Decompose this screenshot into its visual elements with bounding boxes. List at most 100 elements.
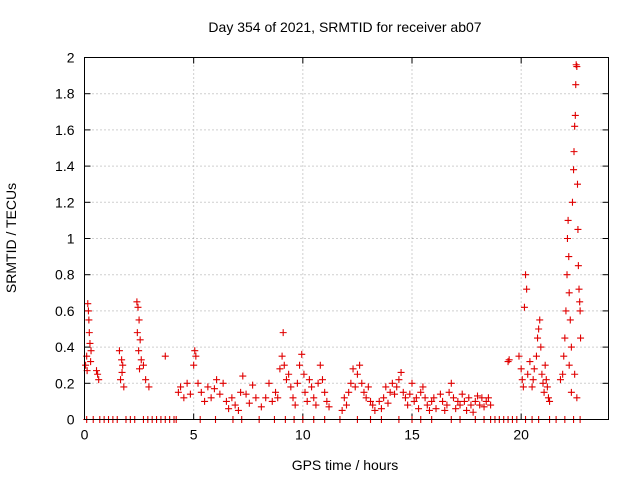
data-point (519, 383, 527, 391)
data-point (340, 394, 348, 402)
data-point (183, 379, 191, 387)
data-point (530, 365, 538, 373)
data-point (136, 365, 144, 373)
data-point (85, 316, 93, 324)
data-point (410, 397, 418, 405)
data-point (219, 379, 227, 387)
data-point (523, 285, 531, 293)
data-point (415, 405, 423, 413)
data-point (360, 388, 368, 396)
data-point (423, 401, 431, 409)
data-point (136, 336, 144, 344)
data-point (362, 394, 370, 402)
data-point (430, 394, 438, 402)
data-point (562, 307, 570, 315)
data-point (338, 406, 346, 414)
data-point (565, 253, 573, 261)
data-point (239, 372, 247, 380)
data-point (482, 397, 490, 405)
data-point (84, 300, 92, 308)
tick-layer: 00.20.40.60.811.21.41.61.820 5 10 15 20 (55, 50, 609, 443)
data-point (540, 388, 548, 396)
data-point (566, 316, 574, 324)
data-point (406, 390, 414, 398)
data-point (504, 358, 512, 366)
data-point (349, 365, 357, 373)
y-tick-label: 0.2 (55, 375, 75, 391)
data-point (201, 397, 209, 405)
data-point (134, 303, 142, 311)
data-point (293, 379, 301, 387)
data-point (505, 356, 513, 364)
data-point (560, 352, 568, 360)
data-point (287, 383, 295, 391)
data-point (570, 148, 578, 156)
data-point (458, 390, 466, 398)
data-point (371, 406, 379, 414)
x-tick-label: 15 (404, 427, 420, 443)
data-point (425, 406, 433, 414)
data-point (522, 271, 530, 279)
data-point (145, 383, 153, 391)
data-point (532, 352, 540, 360)
y-tick-label: 1.8 (55, 86, 75, 102)
data-point (574, 262, 582, 270)
data-point (465, 394, 473, 402)
data-point (546, 397, 554, 405)
data-point (518, 376, 526, 384)
data-point (316, 361, 324, 369)
data-point (118, 356, 126, 364)
data-point (351, 383, 359, 391)
data-point (417, 388, 425, 396)
data-point (375, 397, 383, 405)
data-point (573, 394, 581, 402)
data-point (274, 394, 282, 402)
data-point (577, 334, 585, 342)
data-point (544, 394, 552, 402)
data-point (456, 401, 464, 409)
plot-frame (84, 57, 609, 420)
data-point (543, 383, 551, 391)
data-point (467, 401, 475, 409)
data-point (447, 379, 455, 387)
data-point (194, 379, 202, 387)
data-point (369, 401, 377, 409)
data-point (231, 401, 239, 409)
y-tick-label: 1.6 (55, 122, 75, 138)
data-point (517, 365, 525, 373)
data-point (408, 379, 416, 387)
data-point (343, 401, 350, 409)
data-point (237, 388, 245, 396)
data-point (279, 329, 287, 337)
data-point (463, 406, 471, 414)
data-point (399, 388, 407, 396)
data-point (139, 361, 147, 369)
y-tick-label: 0.6 (55, 303, 75, 319)
data-point (86, 339, 94, 347)
data-point (388, 379, 396, 387)
data-point (536, 316, 544, 324)
data-point (120, 383, 128, 391)
data-point (345, 388, 353, 396)
y-tick-label: 1.4 (55, 158, 75, 174)
data-point (300, 370, 308, 378)
data-point (571, 122, 579, 130)
data-point (312, 401, 320, 409)
data-point (225, 405, 233, 413)
data-point (538, 370, 546, 378)
data-point (452, 405, 460, 413)
data-point (296, 361, 304, 369)
data-point (386, 388, 394, 396)
data-point (559, 370, 567, 378)
data-point (460, 397, 468, 405)
data-point (480, 403, 488, 411)
data-point (487, 401, 495, 409)
x-tick-label: 5 (190, 427, 198, 443)
data-point (93, 367, 101, 375)
data-point (441, 406, 449, 414)
data-point (280, 361, 288, 369)
data-point (234, 406, 242, 414)
data-point (94, 370, 102, 378)
data-point (222, 397, 230, 405)
y-tick-label: 2 (67, 50, 75, 66)
